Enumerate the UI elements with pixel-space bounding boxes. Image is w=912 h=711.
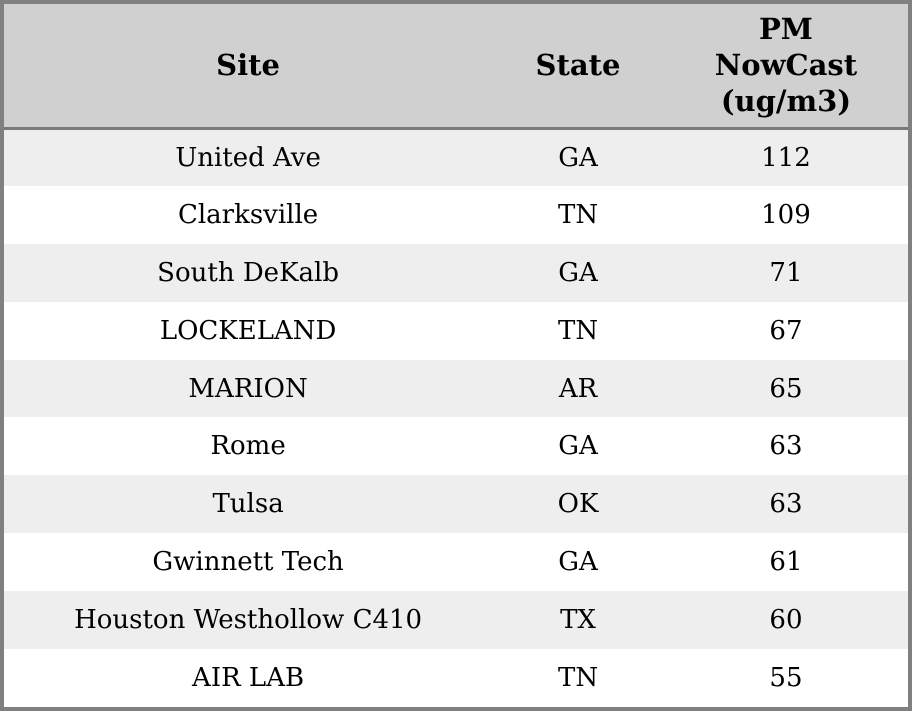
cell-site: South DeKalb: [157, 257, 339, 288]
table-row: AIR LAB TN 55: [4, 649, 908, 707]
table-row: LOCKELAND TN 67: [4, 301, 908, 360]
cell-state: TX: [560, 605, 596, 636]
table-row: Houston Westhollow C410 TX 60: [4, 591, 908, 650]
table-header: Site State PM NowCast (ug/m3): [4, 4, 908, 130]
cell-state: GA: [558, 431, 598, 462]
cell-site: Gwinnett Tech: [152, 547, 344, 578]
cell-site: MARION: [188, 373, 308, 404]
table-body: United Ave GA 112 Clarksville TN 109 Sou…: [4, 128, 908, 707]
cell-site: United Ave: [175, 142, 321, 173]
cell-state: GA: [558, 257, 598, 288]
pm-nowcast-table: Site State PM NowCast (ug/m3) United Ave…: [4, 4, 908, 707]
cell-pm-value: 63: [769, 431, 803, 462]
table-row: Tulsa OK 63: [4, 475, 908, 534]
cell-state: OK: [557, 489, 599, 520]
cell-pm-value: 67: [769, 315, 803, 346]
col-header-state: State: [492, 4, 664, 130]
table-row: United Ave GA 112: [4, 128, 908, 186]
cell-site: Clarksville: [177, 199, 319, 230]
cell-site: LOCKELAND: [159, 315, 337, 346]
table-row: Rome GA 63: [4, 417, 908, 476]
cell-state: AR: [558, 373, 598, 404]
cell-pm-value: 63: [769, 489, 803, 520]
cell-pm-value: 71: [769, 257, 803, 288]
cell-pm-value: 55: [769, 663, 803, 693]
cell-site: Tulsa: [212, 489, 284, 520]
cell-state: TN: [557, 663, 599, 693]
cell-pm-value: 61: [769, 547, 803, 578]
cell-state: GA: [558, 142, 598, 173]
cell-site: Rome: [210, 431, 286, 462]
header-row: Site State PM NowCast (ug/m3): [4, 4, 908, 130]
cell-pm-value: 60: [769, 605, 803, 636]
cell-state: TN: [557, 199, 599, 230]
col-header-site: Site: [4, 4, 493, 130]
cell-state: TN: [557, 315, 599, 346]
table-row: South DeKalb GA 71: [4, 243, 908, 302]
col-header-pm-nowcast: PM NowCast (ug/m3): [663, 4, 908, 130]
table-row: Gwinnett Tech GA 61: [4, 533, 908, 592]
cell-pm-value: 109: [761, 199, 811, 230]
cell-pm-value: 112: [761, 142, 811, 173]
cell-site: AIR LAB: [192, 663, 305, 693]
cell-pm-value: 65: [769, 373, 803, 404]
cell-site: Houston Westhollow C410: [74, 605, 423, 636]
table-row: Clarksville TN 109: [4, 185, 908, 244]
cell-state: GA: [558, 547, 598, 578]
table-row: MARION AR 65: [4, 359, 908, 418]
